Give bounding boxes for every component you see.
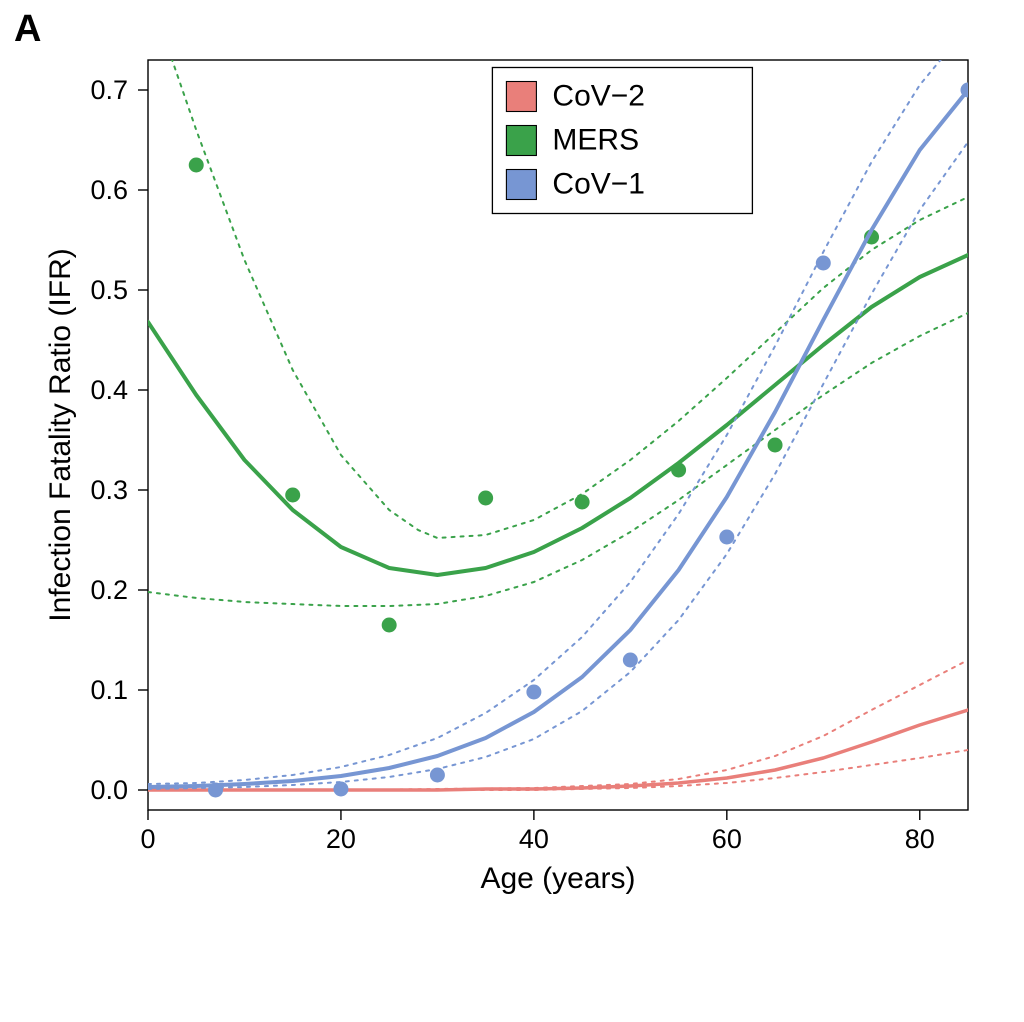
legend-label: CoV−2 (552, 80, 645, 113)
x-tick-label: 20 (326, 824, 356, 854)
x-tick-label: 80 (905, 824, 935, 854)
x-axis-label: Age (years) (480, 862, 635, 895)
legend-swatch (506, 170, 536, 200)
point-MERS (285, 488, 300, 503)
legend-label: MERS (552, 124, 639, 157)
point-CoV-1 (719, 530, 734, 545)
ifr-chart: 0 20 40 60 80 0.0 0.1 0.2 0.3 0.4 0.5 0.6 0.7 Age (ye… (28, 40, 1008, 920)
point-MERS (382, 618, 397, 633)
point-MERS (671, 463, 686, 478)
point-CoV-1 (430, 768, 445, 783)
point-CoV-1 (208, 783, 223, 798)
x-tick-label: 0 (140, 824, 155, 854)
y-tick-label: 0.4 (90, 375, 128, 405)
y-tick-label: 0.3 (90, 475, 128, 505)
legend-swatch (506, 126, 536, 156)
y-tick-label: 0.6 (90, 175, 128, 205)
legend-swatch (506, 82, 536, 112)
y-tick-label: 0.2 (90, 575, 128, 605)
point-CoV-1 (816, 256, 831, 271)
y-tick-label: 0.7 (90, 75, 128, 105)
x-tick-label: 40 (519, 824, 549, 854)
point-MERS (189, 158, 204, 173)
y-axis-label: Infection Fatality Ratio (IFR) (44, 248, 77, 621)
point-MERS (768, 438, 783, 453)
y-tick-label: 0.5 (90, 275, 128, 305)
point-MERS (478, 491, 493, 506)
point-CoV-1 (623, 653, 638, 668)
x-tick-label: 60 (712, 824, 742, 854)
point-CoV-1 (333, 782, 348, 797)
point-CoV-1 (526, 685, 541, 700)
legend-label: CoV−1 (552, 168, 645, 201)
legend: CoV−2 MERS CoV−1 (492, 68, 752, 214)
y-tick-label: 0.1 (90, 675, 128, 705)
point-MERS (575, 495, 590, 510)
point-CoV-1 (961, 83, 976, 98)
y-tick-label: 0.0 (90, 775, 128, 805)
